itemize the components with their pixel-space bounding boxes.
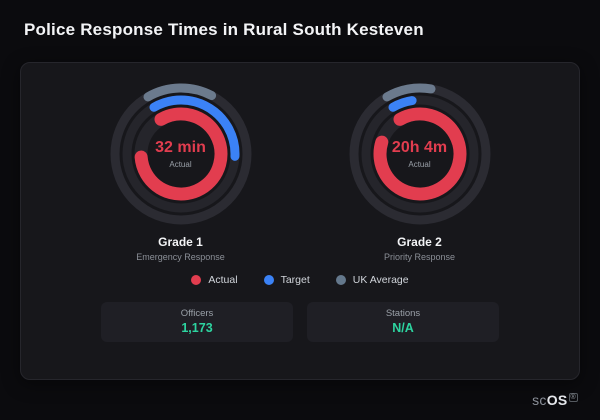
- stats-row: Officers 1,173 Stations N/A: [21, 302, 579, 342]
- gauge-subtitle: Emergency Response: [136, 252, 225, 262]
- registered-mark-icon: ®: [568, 393, 578, 403]
- legend-item-uk-average[interactable]: UK Average: [335, 274, 409, 286]
- donut-svg-grade-1: [110, 83, 251, 225]
- dashboard-card: 32 min Actual Grade 1 Emergency Response: [20, 62, 580, 380]
- donut-chart-grade-1: 32 min Actual: [106, 79, 256, 229]
- stat-stations: Stations N/A: [307, 302, 499, 342]
- gauge-grade-2: 20h 4m Actual Grade 2 Priority Response: [305, 79, 535, 262]
- legend-dot-target: [263, 275, 274, 285]
- stat-value: N/A: [392, 321, 414, 335]
- gauge-row: 32 min Actual Grade 1 Emergency Response: [21, 79, 579, 262]
- page-title: Police Response Times in Rural South Kes…: [24, 20, 424, 39]
- stat-label: Stations: [385, 308, 421, 319]
- legend-label: UK Average: [352, 274, 409, 286]
- gauge-title: Grade 2: [397, 235, 442, 249]
- gauge-subtitle: Priority Response: [383, 252, 456, 262]
- chart-legend: Actual Target UK Average: [21, 274, 579, 286]
- legend-label: Target: [280, 274, 310, 286]
- legend-item-actual[interactable]: Actual: [191, 274, 238, 286]
- legend-dot-actual: [191, 275, 202, 285]
- stat-officers: Officers 1,173: [101, 302, 293, 342]
- stat-label: Officers: [180, 308, 214, 319]
- donut-svg-grade-2: [349, 83, 490, 225]
- brand-prefix: sc: [532, 392, 547, 408]
- scos-logo: scOS ®: [532, 392, 578, 408]
- page: Police Response Times in Rural South Kes…: [0, 0, 600, 408]
- legend-label: Actual: [208, 274, 238, 286]
- gauge-grade-1: 32 min Actual Grade 1 Emergency Response: [66, 79, 296, 262]
- donut-chart-grade-2: 20h 4m Actual: [345, 79, 495, 229]
- stat-value: 1,173: [181, 321, 213, 335]
- legend-dot-uk-average: [335, 275, 346, 285]
- brand-suffix: OS: [546, 392, 568, 408]
- legend-item-target[interactable]: Target: [263, 274, 310, 286]
- gauge-title: Grade 1: [158, 235, 203, 249]
